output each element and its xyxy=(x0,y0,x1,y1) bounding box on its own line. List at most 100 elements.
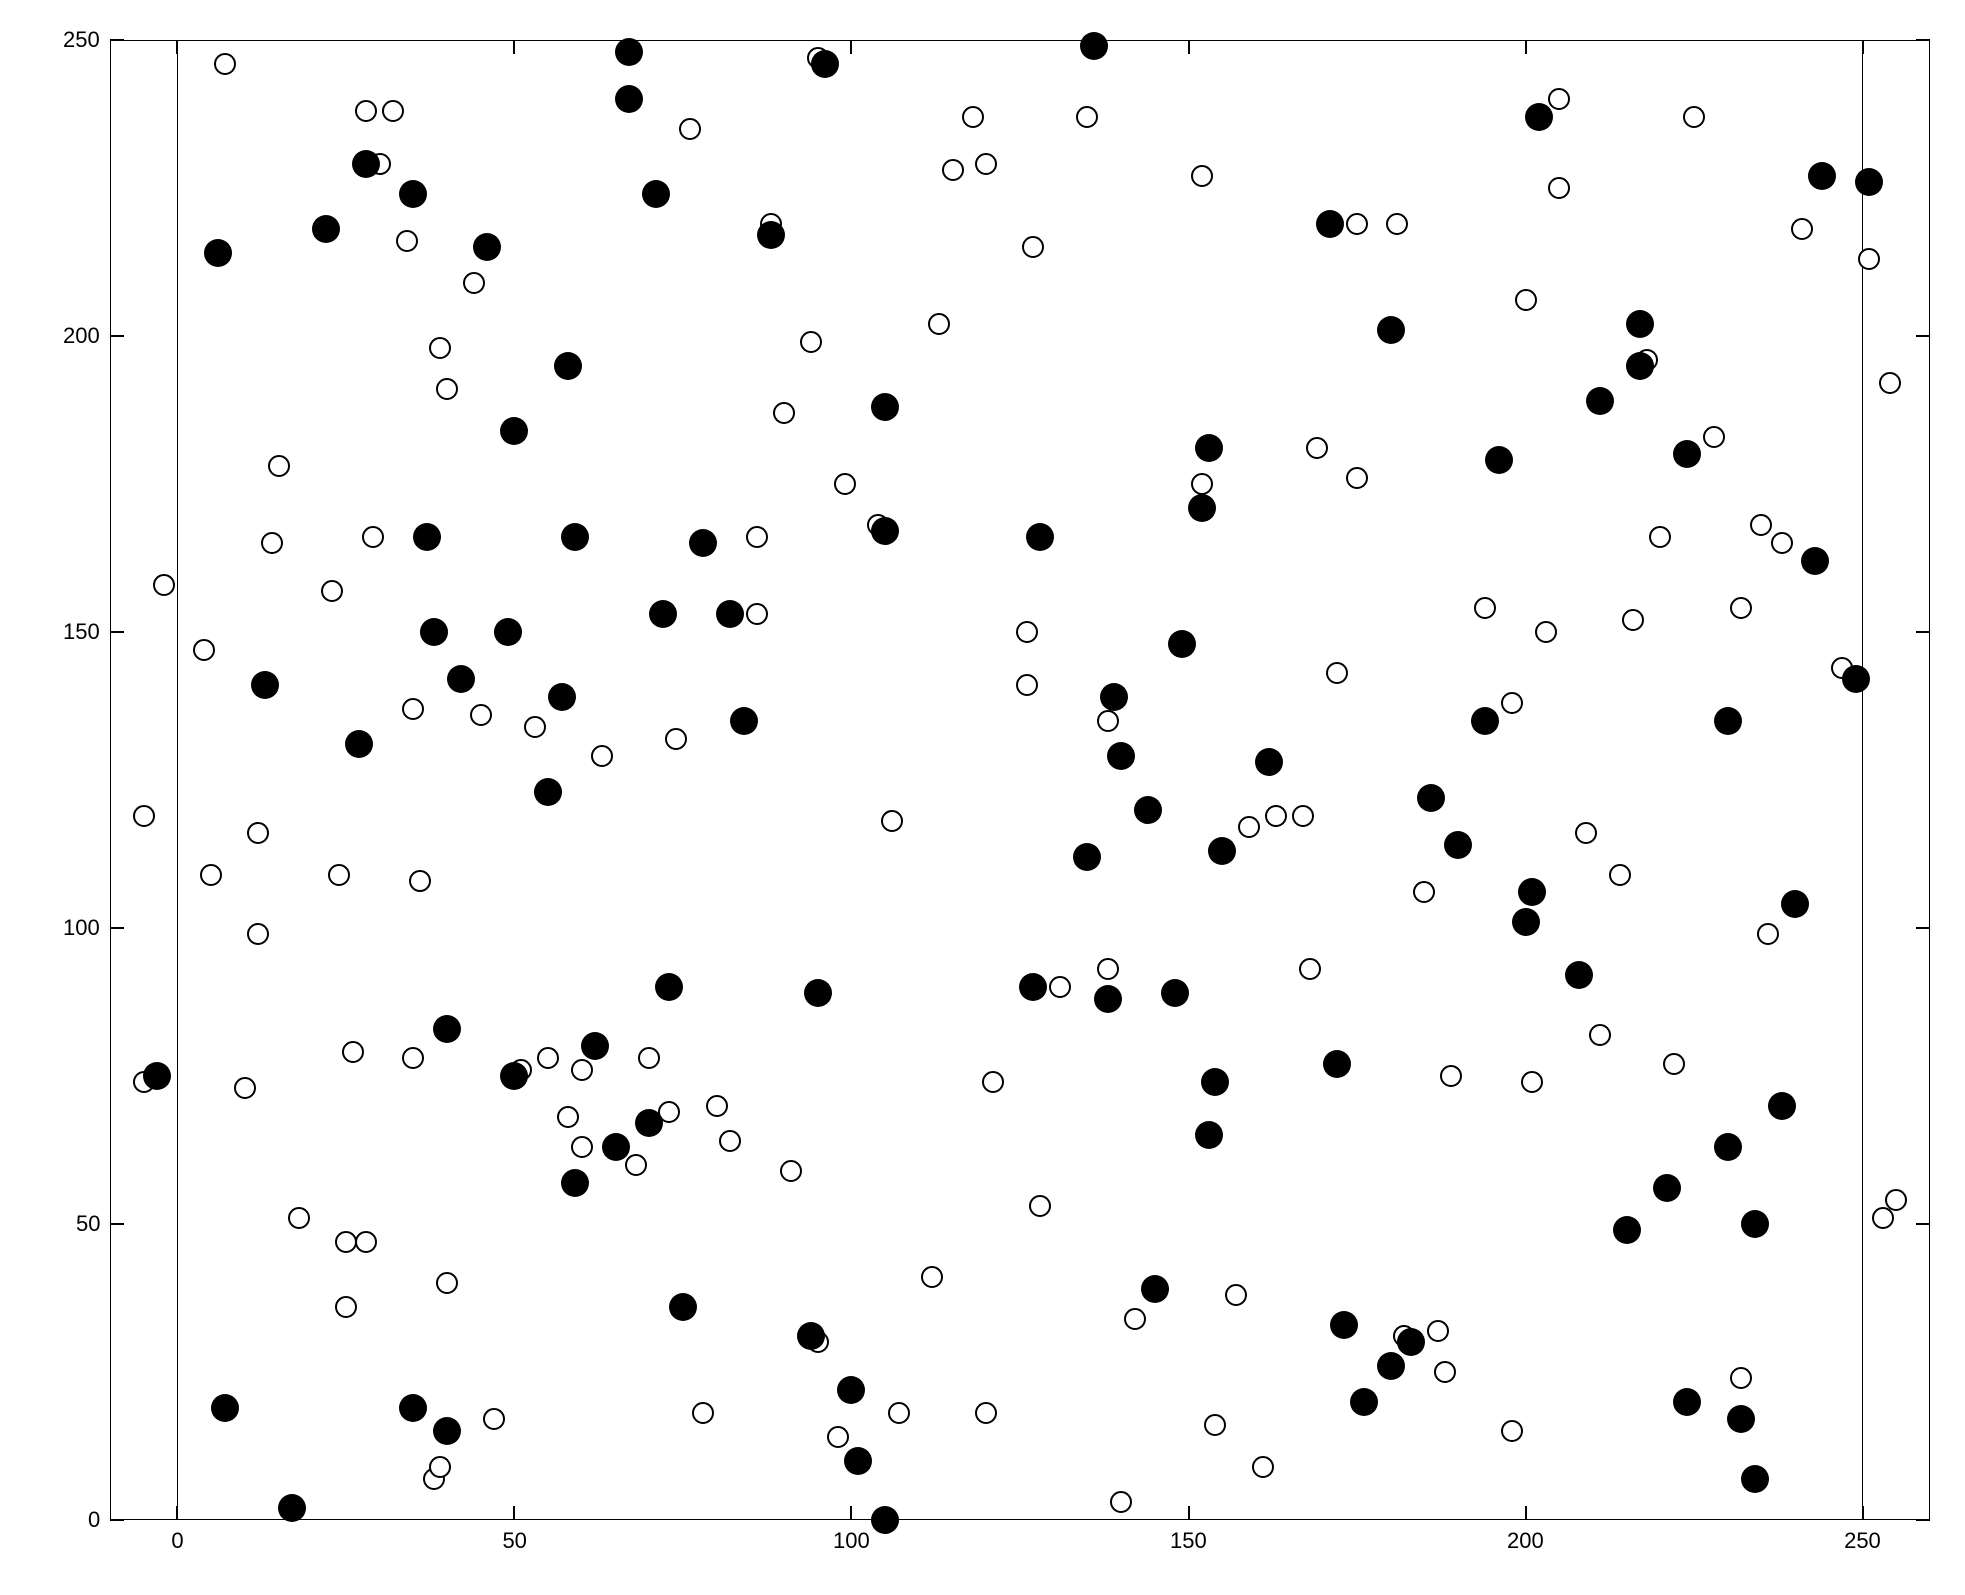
marker-filled xyxy=(1714,1133,1742,1161)
marker-filled xyxy=(1255,748,1283,776)
marker-open xyxy=(355,100,377,122)
marker-filled xyxy=(797,1322,825,1350)
marker-open xyxy=(1649,526,1671,548)
marker-open xyxy=(1413,881,1435,903)
marker-open xyxy=(1022,236,1044,258)
y-tick-right xyxy=(1916,39,1930,41)
marker-open xyxy=(1750,514,1772,536)
x-tick-label: 50 xyxy=(502,1528,526,1554)
marker-filled xyxy=(1141,1275,1169,1303)
x-tick-label: 100 xyxy=(833,1528,870,1554)
marker-filled xyxy=(669,1293,697,1321)
marker-filled xyxy=(1586,387,1614,415)
marker-filled xyxy=(837,1376,865,1404)
marker-open xyxy=(402,698,424,720)
marker-filled xyxy=(345,730,373,758)
marker-filled xyxy=(1626,310,1654,338)
marker-open xyxy=(321,580,343,602)
x-tick-label: 0 xyxy=(171,1528,183,1554)
marker-filled xyxy=(642,180,670,208)
marker-open xyxy=(1575,822,1597,844)
marker-open xyxy=(1879,372,1901,394)
marker-open xyxy=(1858,248,1880,270)
marker-open xyxy=(214,53,236,75)
marker-filled xyxy=(1208,837,1236,865)
marker-open xyxy=(524,716,546,738)
marker-filled xyxy=(1019,973,1047,1001)
marker-filled xyxy=(204,239,232,267)
marker-filled xyxy=(1626,352,1654,380)
marker-filled xyxy=(1080,32,1108,60)
marker-open xyxy=(153,574,175,596)
marker-filled xyxy=(1808,162,1836,190)
marker-open xyxy=(1427,1320,1449,1342)
marker-filled xyxy=(1525,103,1553,131)
marker-open xyxy=(342,1041,364,1063)
marker-filled xyxy=(1518,878,1546,906)
marker-open xyxy=(773,402,795,424)
marker-filled xyxy=(399,180,427,208)
y-tick-label: 200 xyxy=(63,323,100,349)
marker-open xyxy=(706,1095,728,1117)
marker-filled xyxy=(635,1109,663,1137)
marker-open xyxy=(962,106,984,128)
marker-open xyxy=(409,870,431,892)
x-tick-top xyxy=(1525,40,1527,54)
marker-open xyxy=(1110,1491,1132,1513)
marker-open xyxy=(429,337,451,359)
marker-open xyxy=(1204,1414,1226,1436)
marker-open xyxy=(1386,213,1408,235)
marker-open xyxy=(1265,805,1287,827)
marker-filled xyxy=(602,1133,630,1161)
marker-open xyxy=(1346,467,1368,489)
marker-filled xyxy=(548,683,576,711)
marker-open xyxy=(1076,106,1098,128)
marker-filled xyxy=(494,618,522,646)
marker-filled xyxy=(1026,523,1054,551)
marker-filled xyxy=(649,600,677,628)
marker-filled xyxy=(689,529,717,557)
marker-open xyxy=(1097,958,1119,980)
marker-open xyxy=(780,1160,802,1182)
y-tick-right xyxy=(1916,335,1930,337)
marker-filled xyxy=(500,417,528,445)
marker-filled xyxy=(1855,168,1883,196)
marker-open xyxy=(1791,218,1813,240)
marker-open xyxy=(288,1207,310,1229)
marker-open xyxy=(1872,1207,1894,1229)
marker-filled xyxy=(554,352,582,380)
marker-filled xyxy=(615,85,643,113)
marker-filled xyxy=(1727,1405,1755,1433)
marker-filled xyxy=(1100,683,1128,711)
marker-filled xyxy=(804,979,832,1007)
marker-open xyxy=(355,1231,377,1253)
marker-filled xyxy=(420,618,448,646)
marker-filled xyxy=(811,50,839,78)
marker-filled xyxy=(1316,210,1344,238)
marker-open xyxy=(537,1047,559,1069)
marker-filled xyxy=(1377,316,1405,344)
inner-vline xyxy=(177,40,178,1520)
marker-open xyxy=(133,805,155,827)
marker-open xyxy=(1191,165,1213,187)
marker-open xyxy=(1501,1420,1523,1442)
marker-filled xyxy=(1094,985,1122,1013)
marker-open xyxy=(1016,621,1038,643)
y-tick-label: 50 xyxy=(76,1211,100,1237)
y-tick xyxy=(110,1519,124,1521)
marker-filled xyxy=(433,1015,461,1043)
marker-filled xyxy=(433,1417,461,1445)
marker-filled xyxy=(1673,1388,1701,1416)
marker-open xyxy=(746,603,768,625)
marker-open xyxy=(1306,437,1328,459)
x-tick-top xyxy=(513,40,515,54)
marker-filled xyxy=(1741,1465,1769,1493)
marker-filled xyxy=(1485,446,1513,474)
marker-open xyxy=(1535,621,1557,643)
marker-open xyxy=(436,378,458,400)
marker-filled xyxy=(1417,784,1445,812)
marker-filled xyxy=(1714,707,1742,735)
marker-open xyxy=(1191,473,1213,495)
y-tick-label: 100 xyxy=(63,915,100,941)
marker-open xyxy=(362,526,384,548)
